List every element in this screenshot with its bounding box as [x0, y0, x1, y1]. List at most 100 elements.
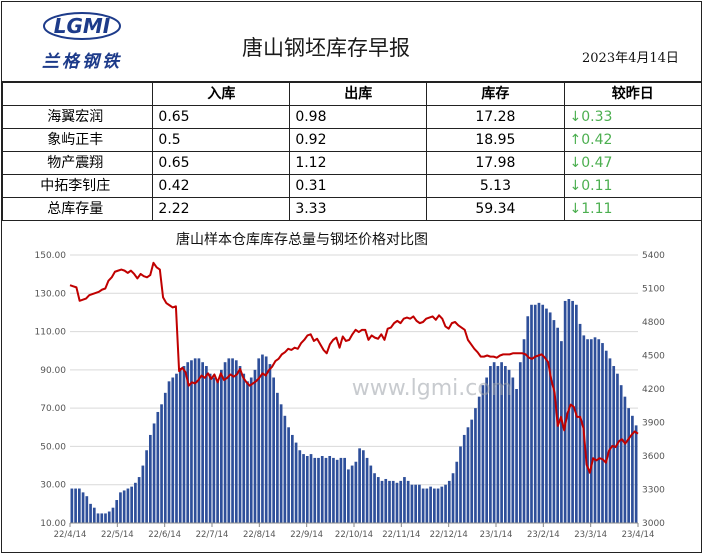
inventory-bar — [257, 358, 261, 523]
inventory-bar — [597, 339, 601, 523]
inventory-bar — [238, 366, 242, 523]
inventory-bar — [298, 450, 302, 523]
out-value: 1.12 — [289, 151, 428, 175]
inventory-bar — [500, 362, 503, 523]
inventory-bar — [328, 456, 332, 523]
inventory-bar — [425, 488, 429, 523]
inventory-bar — [485, 377, 488, 523]
inventory-bar — [335, 459, 339, 523]
inventory-bar — [601, 343, 604, 523]
inventory-bar — [302, 454, 305, 523]
inventory-bar — [511, 377, 515, 523]
warehouse-name: 中拓李钊庄 — [1, 174, 154, 198]
inventory-bar — [171, 377, 175, 523]
inventory-bar — [104, 513, 107, 523]
x-axis-tick: 23/2/14 — [527, 530, 560, 540]
inventory-bar — [193, 358, 197, 523]
inventory-bar — [403, 477, 406, 523]
inventory-bar — [220, 369, 223, 523]
x-axis-tick: 23/4/14 — [622, 530, 655, 540]
inventory-bar — [96, 513, 100, 523]
x-axis-tick: 22/8/14 — [243, 530, 276, 540]
inventory-bar — [563, 300, 567, 523]
inventory-bar — [107, 511, 111, 523]
inventory-bar — [70, 488, 74, 523]
out-value: 3.33 — [289, 197, 428, 221]
inventory-bar — [197, 358, 201, 523]
out-value: 0.92 — [289, 128, 428, 152]
x-axis-tick: 23/3/14 — [574, 530, 607, 540]
inventory-bar — [526, 316, 530, 523]
inventory-bar — [462, 434, 466, 523]
inventory-bar — [126, 488, 130, 523]
inventory-bar — [317, 457, 320, 523]
right-axis-tick: 5100 — [642, 285, 665, 295]
right-axis-tick: 4800 — [642, 318, 665, 328]
inventory-bar — [414, 484, 417, 523]
inventory-bar — [410, 484, 414, 523]
inventory-bar — [354, 461, 358, 523]
inventory-bar — [272, 377, 275, 523]
inventory-bar — [249, 377, 253, 523]
out-value: 0.98 — [289, 105, 428, 129]
inventory-bar — [373, 473, 376, 523]
inventory-bar — [537, 302, 541, 523]
inventory-bar — [418, 484, 421, 523]
x-axis-tick: 22/4/14 — [54, 530, 87, 540]
inventory-bar — [137, 477, 141, 523]
inventory-bar — [358, 448, 361, 523]
inventory-bar — [246, 381, 249, 523]
inventory-bar — [436, 488, 440, 523]
inventory-bar — [350, 465, 354, 523]
inventory-bar — [589, 339, 593, 523]
change-value: ↓0.11 — [563, 174, 703, 198]
inventory-bar — [324, 457, 328, 523]
x-axis-tick: 22/6/14 — [148, 530, 181, 540]
inventory-bar — [451, 473, 455, 523]
inventory-bar — [496, 366, 500, 523]
left-axis-tick: 30.00 — [40, 481, 66, 491]
inventory-bar — [481, 385, 485, 523]
inventory-bar — [78, 488, 81, 523]
inventory-bar — [376, 477, 380, 523]
inventory-bar — [429, 486, 432, 523]
inventory-bar — [504, 366, 507, 523]
inventory-bar — [433, 488, 436, 523]
x-axis-tick: 22/11/14 — [382, 530, 420, 540]
inventory-bar — [332, 457, 335, 523]
table-row: 物产震翔 0.65 1.12 17.98 ↓0.47 — [1, 151, 703, 175]
inventory-bar — [347, 469, 350, 523]
inventory-bar — [440, 486, 444, 523]
stock-value: 5.13 — [426, 174, 565, 198]
inventory-bar — [541, 304, 545, 523]
inventory-bar — [212, 377, 216, 523]
left-axis-tick: 150.00 — [35, 251, 67, 261]
inventory-bar — [560, 341, 563, 523]
inventory-bar — [141, 465, 145, 523]
inventory-bar — [395, 482, 399, 523]
inventory-bar — [623, 396, 627, 523]
change-value: ↓0.47 — [563, 151, 703, 175]
inventory-bar — [152, 423, 156, 523]
warehouse-name: 总库存量 — [1, 197, 154, 221]
right-axis-tick: 3300 — [642, 486, 665, 496]
inventory-bar — [287, 427, 290, 523]
in-value: 0.42 — [152, 174, 291, 198]
inventory-bar — [380, 480, 384, 523]
inventory-bar — [309, 454, 313, 523]
inventory-bar — [231, 358, 234, 523]
inventory-bar — [182, 366, 186, 523]
inventory-bar — [369, 465, 373, 523]
right-axis-tick: 3900 — [642, 419, 665, 429]
inventory-bar — [474, 408, 477, 523]
inventory-bar — [391, 480, 395, 523]
inventory-bar — [253, 369, 257, 523]
inventory-bar — [261, 354, 264, 523]
inventory-bar — [616, 373, 619, 523]
header-cell-stock: 库存 — [426, 82, 565, 106]
inventory-bar — [134, 482, 137, 523]
inventory-price-chart: 唐山样本仓库库存总量与钢坯价格对比图 10.00 30.00 50.00 70.00 90… — [35, 231, 666, 540]
inventory-bar — [149, 434, 152, 523]
x-axis-tick: 22/12/14 — [430, 530, 468, 540]
inventory-bar — [208, 373, 212, 523]
